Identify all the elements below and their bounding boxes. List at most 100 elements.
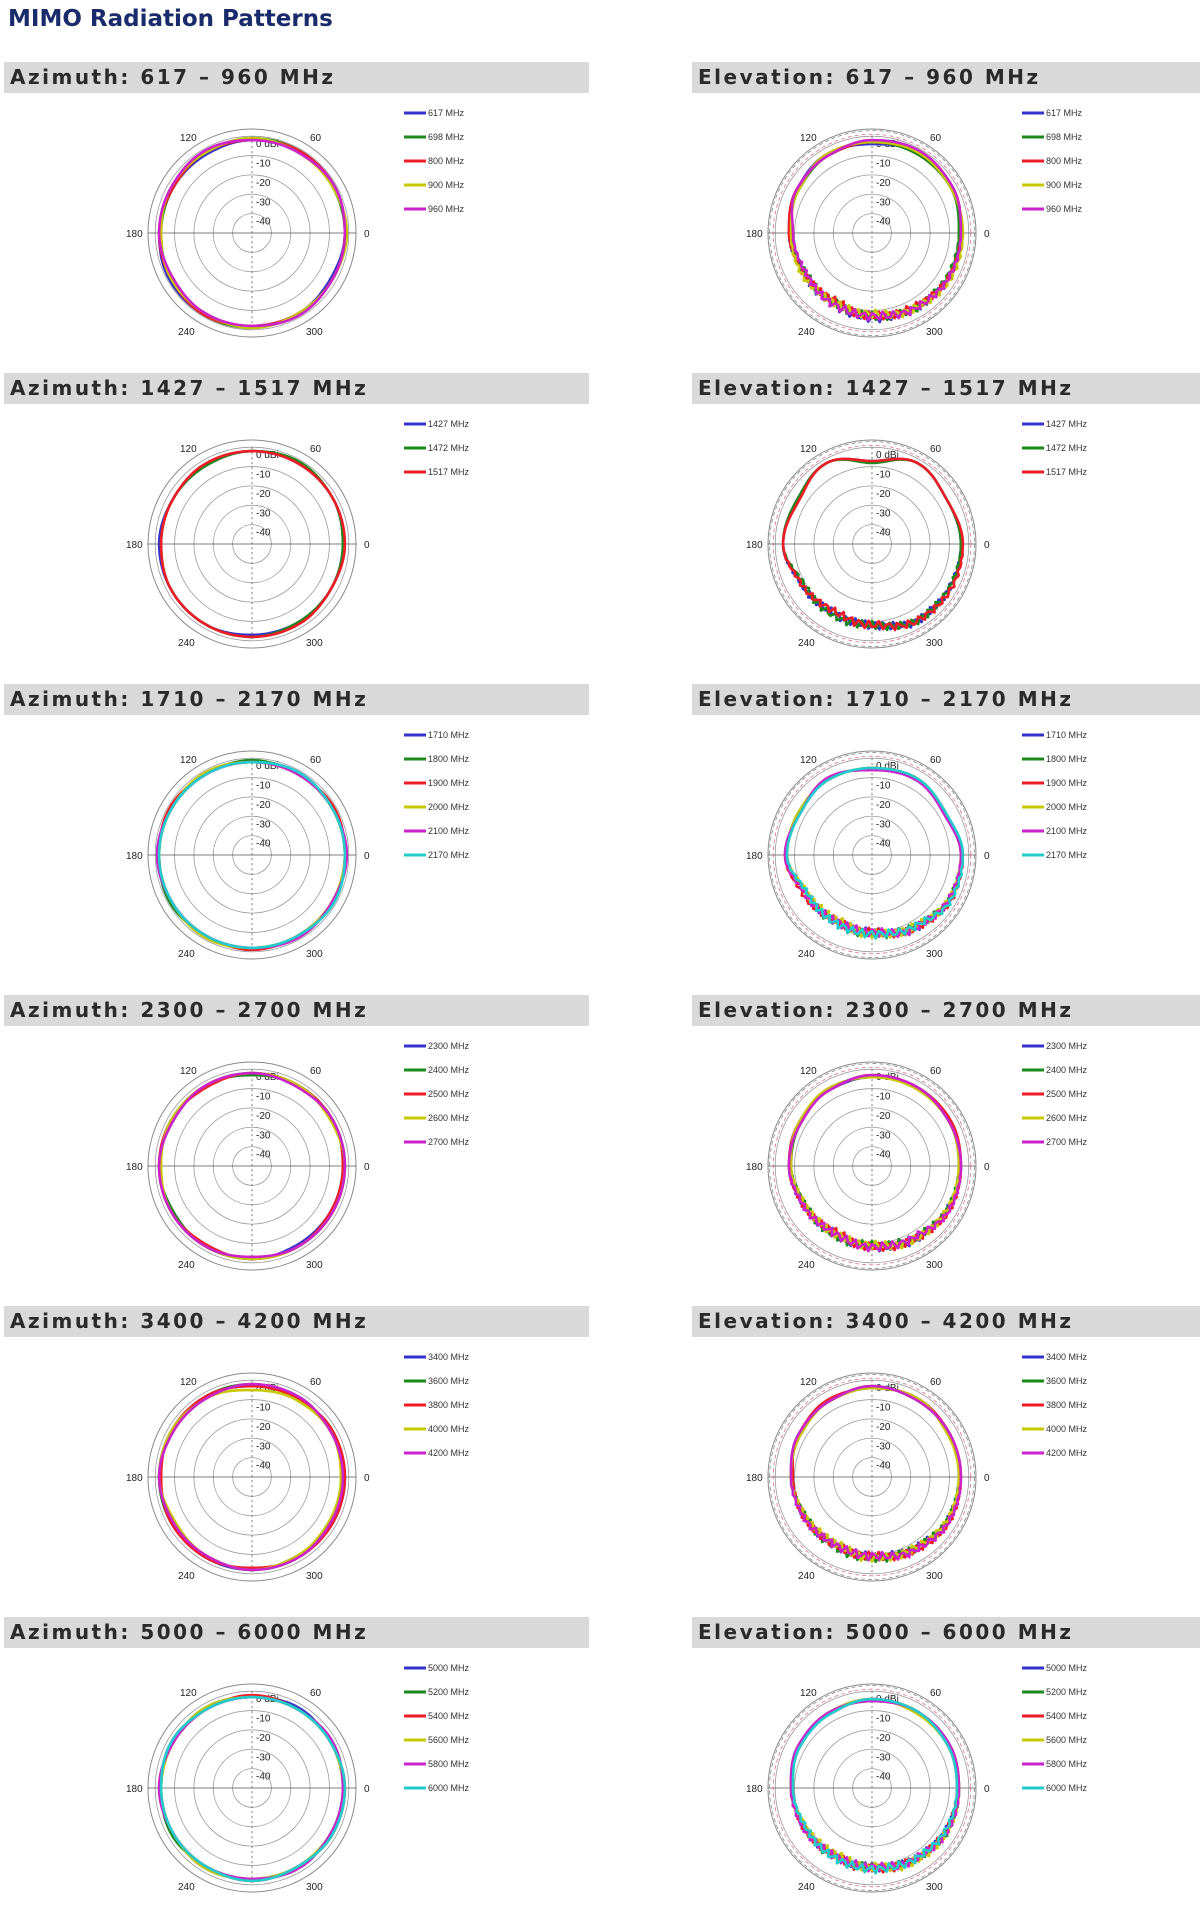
legend-label: 2000 MHz — [1046, 802, 1088, 812]
angle-tick-label: 60 — [310, 1688, 322, 1699]
chart-title: Elevation: 5000 – 6000 MHz — [698, 1620, 1074, 1644]
radial-tick-label: -30 — [876, 197, 891, 208]
angle-tick-label: 60 — [310, 133, 322, 144]
radial-tick-label: -30 — [876, 1130, 891, 1141]
angle-tick-label: 120 — [800, 1377, 817, 1388]
legend-label: 2170 MHz — [1046, 850, 1088, 860]
chart-title: Elevation: 2300 – 2700 MHz — [698, 998, 1074, 1022]
angle-tick-label: 180 — [126, 1162, 143, 1173]
legend-label: 5600 MHz — [428, 1735, 470, 1745]
radial-tick-label: -30 — [876, 819, 891, 830]
chart-header: Azimuth: 2300 – 2700 MHz — [4, 995, 589, 1026]
legend-label: 617 MHz — [1046, 108, 1083, 118]
radial-tick-label: -10 — [876, 1714, 891, 1725]
legend-label: 2700 MHz — [428, 1137, 470, 1147]
angle-tick-label: 300 — [306, 638, 323, 649]
reference-circle — [769, 752, 975, 958]
legend-label: 2400 MHz — [1046, 1065, 1088, 1075]
reference-circle — [772, 755, 972, 955]
chart-panel-elevation: Elevation: 2300 – 2700 MHz 0 dBi -10 -20 -30… — [692, 995, 1200, 1305]
series-trace — [790, 138, 963, 322]
radial-tick-label: -10 — [876, 1403, 891, 1414]
chart-panel-elevation: Elevation: 1427 – 1517 MHz 0 dBi -10 -20 -30… — [692, 373, 1200, 683]
legend-label: 800 MHz — [1046, 156, 1083, 166]
reference-circle — [769, 130, 975, 336]
angle-tick-label: 240 — [798, 949, 815, 960]
radial-tick-label: -30 — [876, 508, 891, 519]
radial-tick-label: -40 — [876, 217, 891, 228]
radial-tick-label: -30 — [876, 1441, 891, 1452]
angle-tick-label: 0 — [984, 1473, 990, 1484]
radial-tick-label: -10 — [256, 781, 271, 792]
chart-header: Elevation: 2300 – 2700 MHz — [692, 995, 1200, 1026]
chart-title: Azimuth: 1710 – 2170 MHz — [10, 687, 369, 711]
reference-circle — [772, 133, 972, 333]
series-trace — [789, 1384, 963, 1562]
legend-label: 2600 MHz — [428, 1113, 470, 1123]
legend-label: 2500 MHz — [428, 1089, 470, 1099]
radial-tick-label: -30 — [256, 819, 271, 830]
radial-tick-label: -20 — [876, 489, 891, 500]
angle-tick-label: 300 — [306, 1571, 323, 1582]
legend-label: 3400 MHz — [428, 1352, 470, 1362]
series-trace — [791, 1697, 959, 1875]
legend-label: 2100 MHz — [428, 826, 470, 836]
series-trace — [781, 457, 965, 632]
radial-tick-label: -10 — [876, 159, 891, 170]
chart-title: Elevation: 617 – 960 MHz — [698, 65, 1041, 89]
legend-label: 800 MHz — [428, 156, 465, 166]
radial-tick-label: -10 — [876, 781, 891, 792]
series-trace — [157, 1382, 345, 1572]
angle-tick-label: 300 — [926, 327, 943, 338]
angle-tick-label: 300 — [306, 1260, 323, 1271]
radial-tick-label: 0 dBi — [256, 1072, 279, 1083]
angle-tick-label: 300 — [926, 1882, 943, 1893]
reference-circle — [769, 441, 975, 647]
radial-tick-label: -30 — [256, 1130, 271, 1141]
radial-tick-label: -10 — [256, 1092, 271, 1103]
chart-title: Elevation: 1427 – 1517 MHz — [698, 376, 1074, 400]
chart-panel-azimuth: Azimuth: 3400 – 4200 MHz 0 dBi -10 -20 -30 -4… — [4, 1306, 589, 1616]
radial-tick-label: -30 — [256, 508, 271, 519]
legend-label: 2400 MHz — [428, 1065, 470, 1075]
radial-tick-label: -10 — [256, 159, 271, 170]
chart-header: Elevation: 5000 – 6000 MHz — [692, 1617, 1200, 1648]
angle-tick-label: 120 — [180, 133, 197, 144]
series-trace — [157, 1071, 347, 1259]
angle-tick-label: 120 — [180, 444, 197, 455]
angle-tick-label: 0 — [984, 1784, 990, 1795]
polar-plot: 0 dBi -10 -20 -30 -40 0 60 120 180 240 300 1427 MHz… — [126, 419, 470, 649]
radial-tick-label: 0 dBi — [256, 450, 279, 461]
page-title: MIMO Radiation Patterns — [8, 6, 333, 32]
radial-tick-label: 0 dBi — [256, 139, 279, 150]
angle-tick-label: 60 — [310, 444, 322, 455]
radial-tick-label: -20 — [876, 178, 891, 189]
chart-header: Elevation: 1710 – 2170 MHz — [692, 684, 1200, 715]
chart-title: Elevation: 3400 – 4200 MHz — [698, 1309, 1074, 1333]
legend-label: 2600 MHz — [1046, 1113, 1088, 1123]
radial-tick-label: -20 — [256, 1422, 271, 1433]
chart-header: Azimuth: 5000 – 6000 MHz — [4, 1617, 589, 1648]
legend-label: 1472 MHz — [1046, 443, 1088, 453]
chart-title: Elevation: 1710 – 2170 MHz — [698, 687, 1074, 711]
chart-panel-elevation: Elevation: 1710 – 2170 MHz 0 dBi -10 -20 -30… — [692, 684, 1200, 994]
chart-panel-azimuth: Azimuth: 1710 – 2170 MHz 0 dBi -10 -20 -30 -4… — [4, 684, 589, 994]
legend-label: 3800 MHz — [1046, 1400, 1088, 1410]
angle-tick-label: 0 — [364, 229, 370, 240]
legend-label: 5800 MHz — [428, 1759, 470, 1769]
chart-panel-elevation: Elevation: 5000 – 6000 MHz 0 dBi -10 -20 -30… — [692, 1617, 1200, 1927]
angle-tick-label: 300 — [306, 1882, 323, 1893]
radial-tick-label: -40 — [876, 1461, 891, 1472]
angle-tick-label: 300 — [926, 949, 943, 960]
legend-label: 6000 MHz — [428, 1783, 470, 1793]
angle-tick-label: 60 — [310, 755, 322, 766]
legend-label: 5000 MHz — [428, 1663, 470, 1673]
angle-tick-label: 240 — [178, 1260, 195, 1271]
legend-label: 698 MHz — [428, 132, 465, 142]
legend-label: 5400 MHz — [428, 1711, 470, 1721]
radial-tick-label: -10 — [256, 1403, 271, 1414]
series-trace — [155, 760, 349, 950]
